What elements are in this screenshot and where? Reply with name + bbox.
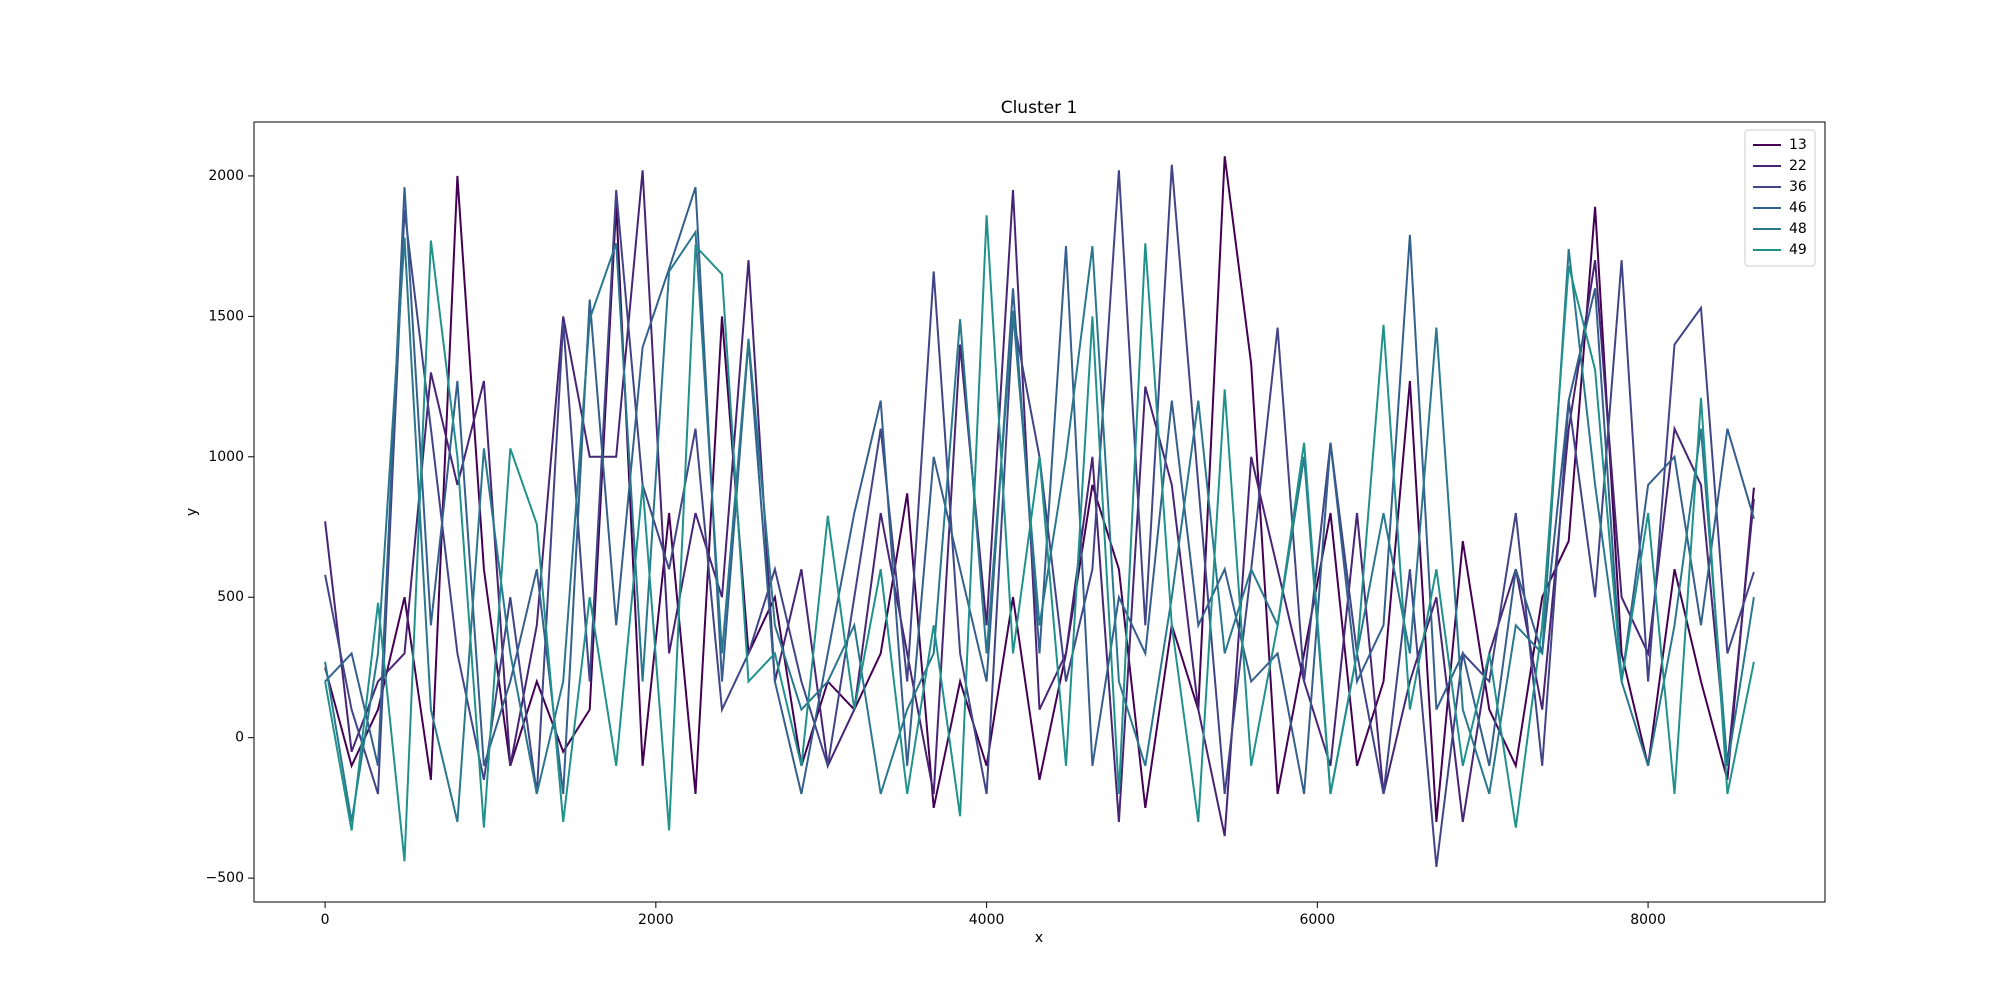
y-tick-label: 1500: [208, 308, 244, 324]
y-tick-label: 0: [235, 730, 244, 746]
series-line: [324, 164, 1755, 868]
x-tick-label: 0: [321, 912, 330, 928]
y-tick-label: 500: [217, 589, 244, 605]
series-line: [324, 156, 1755, 822]
x-tick-label: 4000: [969, 912, 1005, 928]
legend-label: 22: [1789, 158, 1807, 174]
series-line: [324, 215, 1755, 862]
legend-label: 13: [1789, 137, 1807, 153]
chart-title: Cluster 1: [1001, 98, 1078, 118]
legend-box: [1744, 129, 1816, 267]
legend-label: 48: [1789, 221, 1807, 237]
legend-label: 46: [1789, 200, 1807, 216]
x-tick-label: 8000: [1630, 912, 1666, 928]
series-line: [324, 229, 1755, 823]
x-tick-label: 6000: [1299, 912, 1335, 928]
y-tick-label: −500: [206, 870, 244, 886]
y-tick-label: 2000: [208, 168, 244, 184]
y-axis-label: y: [184, 508, 200, 516]
y-tick-label: 1000: [208, 449, 244, 465]
x-axis-label: x: [1035, 930, 1043, 946]
plot-frame: [253, 121, 1826, 903]
series-line: [324, 186, 1755, 795]
legend-label: 49: [1789, 242, 1807, 258]
legend-label: 36: [1789, 179, 1807, 195]
x-tick-label: 2000: [638, 912, 674, 928]
